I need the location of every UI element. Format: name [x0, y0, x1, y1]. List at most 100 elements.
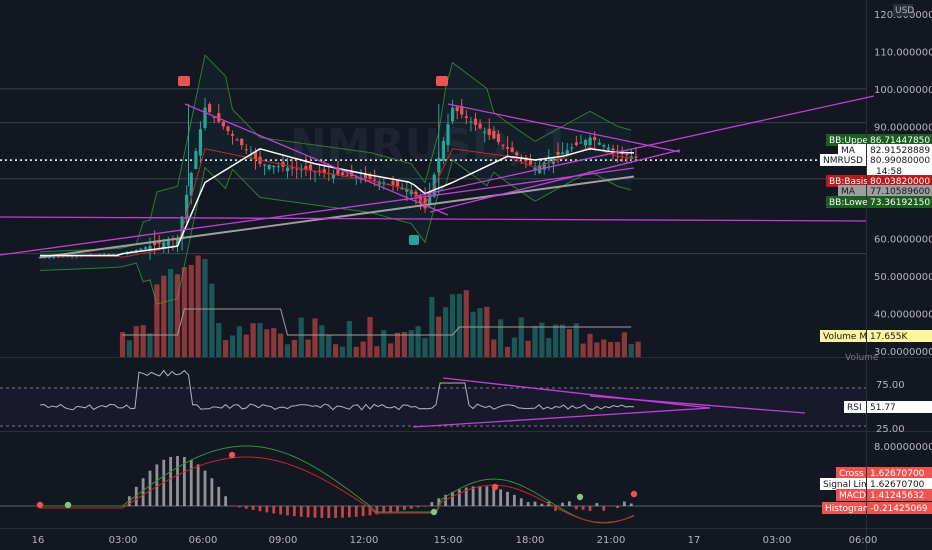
- candle-body: [455, 106, 459, 112]
- volume-bar: [381, 330, 387, 357]
- rsi-label-bg: [844, 401, 866, 413]
- bb-upper-label-bg: [826, 134, 866, 146]
- macd-hist-bar: [148, 470, 152, 506]
- ma-1-label-bg: [838, 144, 866, 156]
- volume-bar: [477, 308, 483, 357]
- macd-hist-bar: [602, 506, 606, 511]
- candle-body: [230, 133, 235, 136]
- candle-body: [221, 121, 225, 127]
- candle-body: [240, 138, 244, 146]
- macd-hist-bar: [244, 506, 248, 509]
- macd-hist-bar: [286, 506, 289, 516]
- candle-body: [285, 167, 290, 172]
- ma-1-label: MA: [841, 146, 856, 156]
- volume-bar: [346, 320, 352, 357]
- volume-bar: [422, 337, 428, 357]
- volume-bar: [388, 343, 394, 357]
- volume-ma-label: Volume MA: [823, 332, 874, 342]
- candle-body: [226, 126, 230, 132]
- rsi-axis-75: 75.00: [876, 380, 905, 391]
- candle-body: [405, 188, 409, 192]
- macd-hist-bar: [368, 506, 372, 516]
- candle-body: [579, 142, 583, 144]
- candle-body: [483, 131, 487, 133]
- macd-hist-bar: [409, 506, 413, 509]
- candle-body: [134, 249, 138, 252]
- volume-bar: [621, 332, 627, 357]
- volume-bar: [209, 283, 215, 357]
- macd-hist-bar: [478, 486, 482, 506]
- volume-bar: [305, 339, 311, 357]
- macd-axis-label: 8.00000000: [874, 442, 932, 453]
- signal-label: Signal Line: [823, 480, 873, 490]
- rsi-value-bg: [867, 401, 932, 413]
- ma-1-value: 82.91528889: [870, 146, 930, 156]
- macd-hist-bar: [616, 506, 619, 509]
- rsi-line: [39, 369, 635, 411]
- volume-bar: [484, 306, 490, 357]
- volume-ma-value-bg: [867, 330, 932, 342]
- macd-hist-bar: [196, 464, 200, 506]
- macd-hist-bar: [347, 506, 351, 518]
- candle-body: [547, 159, 551, 161]
- candle-body: [308, 164, 313, 171]
- macd-hist-bar: [581, 506, 585, 510]
- macd-hist-bar: [265, 506, 269, 513]
- volume-bar: [223, 340, 229, 357]
- bb-lower-label: BB:Lower: [829, 198, 872, 208]
- candle-body: [492, 130, 496, 139]
- macd-hist-bar: [430, 502, 434, 506]
- time-axis[interactable]: 16 03:00 06:00 09:00 12:00 15:00 18:00 21:00 17 0…: [32, 535, 878, 546]
- volume-bar: [525, 340, 531, 357]
- candle-body: [602, 145, 606, 147]
- price-axis[interactable]: 120.00000000110.00000000100.0000000090.0…: [874, 10, 932, 453]
- histogram-label-bg: [822, 502, 866, 514]
- candle-body: [185, 194, 189, 218]
- macd-hist-bar: [389, 506, 393, 513]
- volume-bar: [147, 333, 153, 357]
- time-label: 06:00: [849, 535, 878, 546]
- volume-bar: [491, 339, 497, 357]
- volume-bar: [566, 329, 572, 357]
- volume-bar: [573, 323, 579, 357]
- time-label: 21:00: [597, 535, 626, 546]
- signal-markers: [178, 76, 448, 245]
- candlesticks: [38, 97, 638, 260]
- macd-hist-bar: [574, 506, 578, 510]
- candle-body: [542, 162, 546, 170]
- macd-hist-bar: [471, 486, 475, 506]
- macd-hist-bar: [402, 506, 406, 510]
- macd-hist-bar: [533, 501, 537, 506]
- candle-body: [510, 147, 514, 152]
- trendlines[interactable]: [0, 95, 875, 256]
- volume-ma-line: [122, 308, 632, 336]
- candle-body: [561, 152, 565, 155]
- volume-bar: [449, 294, 456, 357]
- macd-hist-bar: [554, 506, 558, 511]
- candle-body: [528, 159, 533, 165]
- candle-body: [496, 134, 501, 143]
- trendline-3: [447, 103, 681, 153]
- macd-line: [40, 445, 635, 524]
- bb-basis-value-bg: [867, 175, 932, 187]
- volume-bar: [229, 335, 236, 357]
- volume-bar: [353, 346, 359, 357]
- candle-body: [414, 191, 418, 197]
- histogram-label: Histogram: [825, 504, 872, 514]
- macd-hist-bar: [231, 506, 234, 507]
- ma-2-label-bg: [838, 185, 866, 197]
- bb-basis-value: 80.03820000: [870, 177, 930, 187]
- candle-body: [354, 176, 358, 178]
- nmrusd-value: 80.99080000: [870, 156, 930, 166]
- cross-value-bg: [867, 467, 932, 479]
- macd-hist-bar: [251, 506, 255, 510]
- candle-body: [460, 105, 464, 115]
- trendline-1: [0, 216, 867, 222]
- macd-hist-bar: [134, 486, 138, 506]
- candle-body: [139, 248, 143, 250]
- time-label: 15:00: [434, 535, 463, 546]
- candle-body: [272, 165, 276, 168]
- macd-hist-bar: [540, 503, 544, 506]
- volume-bar: [415, 326, 421, 357]
